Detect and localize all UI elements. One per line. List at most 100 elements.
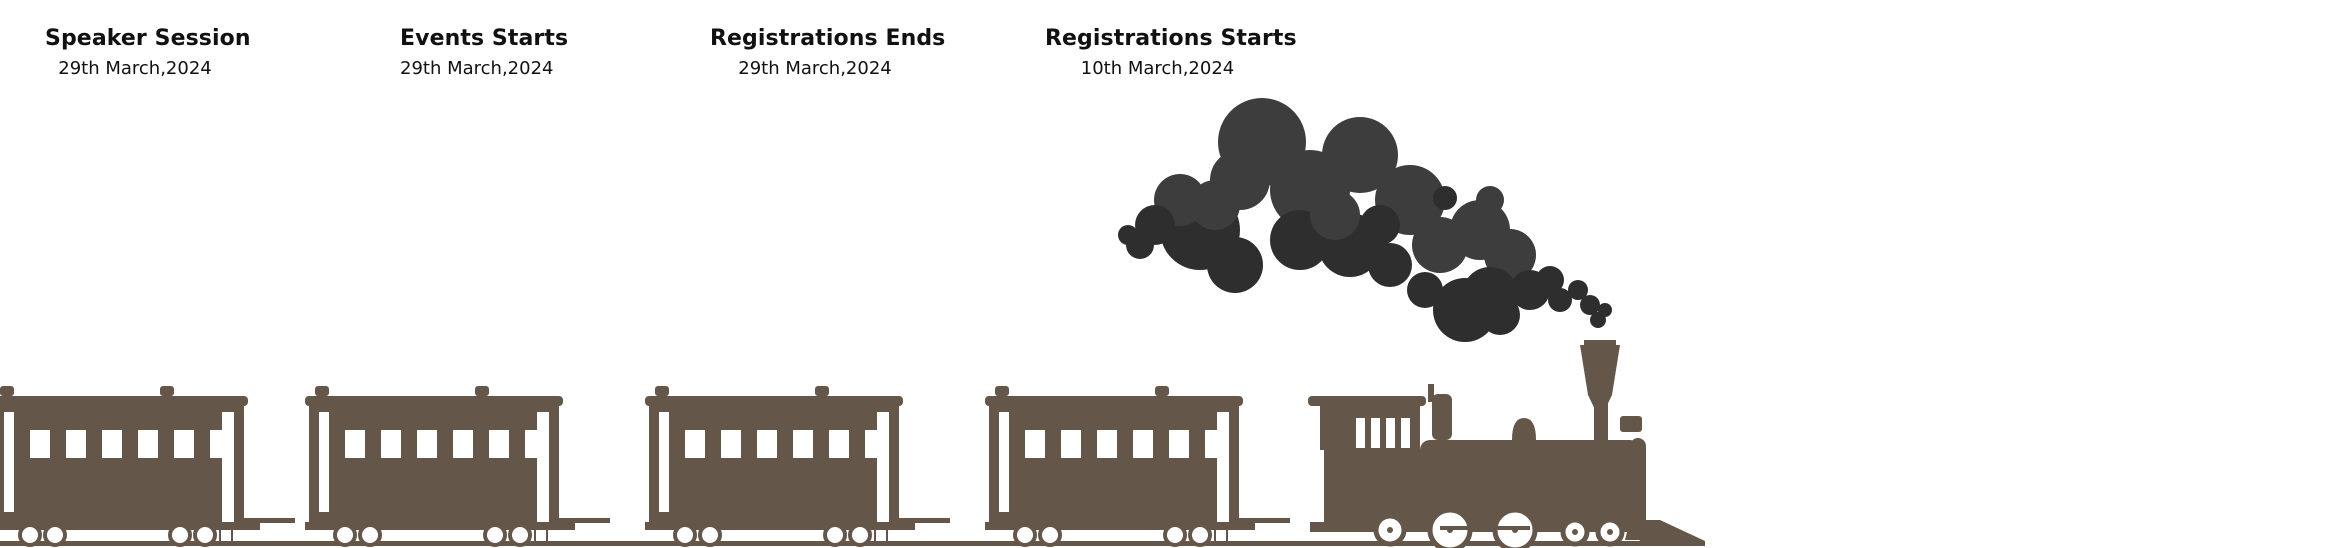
carriage-wheel	[848, 523, 872, 547]
carriage-wheel	[333, 523, 357, 547]
cab-window	[1371, 418, 1380, 448]
smoke-puff	[1190, 180, 1240, 230]
carriage-window	[1061, 430, 1081, 458]
cowcatcher	[1625, 520, 1660, 540]
chimney	[1580, 345, 1620, 440]
smoke-puff	[1480, 295, 1520, 335]
carriage-window	[417, 430, 437, 458]
cab-window	[1356, 418, 1365, 448]
cab-window	[1386, 418, 1395, 448]
carriage-wheel	[1188, 523, 1212, 547]
carriage-wheel	[43, 523, 67, 547]
carriage-vent	[1155, 386, 1169, 396]
carriage-window	[138, 430, 158, 458]
carriage-window	[453, 430, 473, 458]
milestone-events-starts: Events Starts 29th March,2024	[400, 24, 569, 82]
coupling-rod	[1440, 526, 1530, 530]
carriage-body	[0, 404, 244, 530]
carriage-window	[345, 430, 365, 458]
milestone-title: Registrations Starts	[1045, 26, 1297, 51]
carriage-vent	[475, 386, 489, 396]
carriage-wheel	[168, 523, 192, 547]
milestone-title: Registrations Ends	[710, 26, 946, 51]
sand-dome	[1512, 418, 1536, 440]
carriage-door	[1217, 412, 1229, 524]
smoke-puff	[1360, 205, 1400, 245]
carriage-body	[649, 404, 899, 530]
smoke-puff	[1207, 237, 1263, 293]
carriage-roof	[645, 396, 903, 406]
carriage-window	[174, 430, 194, 458]
smoke-puff	[1536, 266, 1564, 294]
carriage	[645, 386, 950, 547]
carriage-window	[489, 430, 509, 458]
steam-dome	[1432, 394, 1452, 440]
carriage-vent	[655, 386, 669, 396]
carriage-vent	[315, 386, 329, 396]
smoke-puff	[1568, 280, 1588, 300]
wheel-hub	[1387, 527, 1393, 533]
carriage-window	[793, 430, 813, 458]
milestone-date: 10th March,2024	[1080, 58, 1235, 79]
carriage-door	[877, 412, 889, 524]
carriage-window	[102, 430, 122, 458]
smoke-puff	[1407, 272, 1443, 308]
carriage-step	[1214, 527, 1228, 543]
milestone-speaker-session: Speaker Session 29th March,2024	[45, 24, 251, 82]
carriage-vent	[995, 386, 1009, 396]
headlamp	[1620, 416, 1642, 432]
carriage-wheel	[1013, 523, 1037, 547]
carriage-chassis	[305, 522, 575, 530]
carriage-chassis	[985, 522, 1255, 530]
milestone-registrations-starts: Registrations Starts 10th March,2024	[1045, 24, 1297, 82]
coupler	[240, 518, 295, 523]
carriage-wheel	[18, 523, 42, 547]
carriage	[985, 386, 1290, 547]
milestone-date: 29th March,2024	[400, 58, 554, 79]
milestone-registrations-ends: Registrations Ends 29th March,2024	[710, 24, 946, 82]
carriage	[305, 386, 610, 547]
carriage-window	[381, 430, 401, 458]
carriage-door	[319, 412, 329, 512]
chimney-cap	[1584, 340, 1616, 348]
carriage-window	[66, 430, 86, 458]
smoke-puff	[1433, 278, 1497, 342]
cab-window	[1401, 418, 1410, 448]
carriage-window	[210, 430, 230, 458]
carriage-wheel	[483, 523, 507, 547]
smoke-puff	[1580, 295, 1600, 315]
carriage-chassis	[0, 522, 260, 530]
carriage-window	[757, 430, 777, 458]
smoke-puff	[1310, 190, 1360, 240]
cab-roof	[1308, 396, 1426, 406]
carriage-wheel	[823, 523, 847, 547]
carriage-window	[829, 430, 849, 458]
carriage-window	[865, 430, 885, 458]
smokebox-front	[1630, 438, 1646, 532]
carriage-door	[537, 412, 549, 524]
carriage-roof	[0, 396, 248, 406]
carriage-wheel	[1038, 523, 1062, 547]
wheel-hub	[1572, 529, 1578, 535]
carriage-wheel	[698, 523, 722, 547]
smoke-puff	[1548, 288, 1572, 312]
smoke-puff	[1476, 186, 1504, 214]
carriage-door	[659, 412, 669, 512]
chimney-stack	[1594, 395, 1608, 441]
carriage-roof	[305, 396, 563, 406]
boiler	[1420, 440, 1640, 532]
carriage-window	[525, 430, 545, 458]
carriage-window	[1133, 430, 1153, 458]
carriages	[0, 386, 1290, 547]
locomotive-icon	[1308, 340, 1660, 548]
carriage-window	[685, 430, 705, 458]
whistle	[1428, 384, 1434, 402]
carriage-vent	[160, 386, 174, 396]
coupler	[895, 518, 950, 523]
wheel-hub	[1607, 529, 1613, 535]
milestone-title: Speaker Session	[45, 26, 251, 51]
carriage-wheel	[193, 523, 217, 547]
coupler	[1235, 518, 1290, 523]
carriage-body	[989, 404, 1239, 530]
milestone-title: Events Starts	[400, 26, 569, 51]
